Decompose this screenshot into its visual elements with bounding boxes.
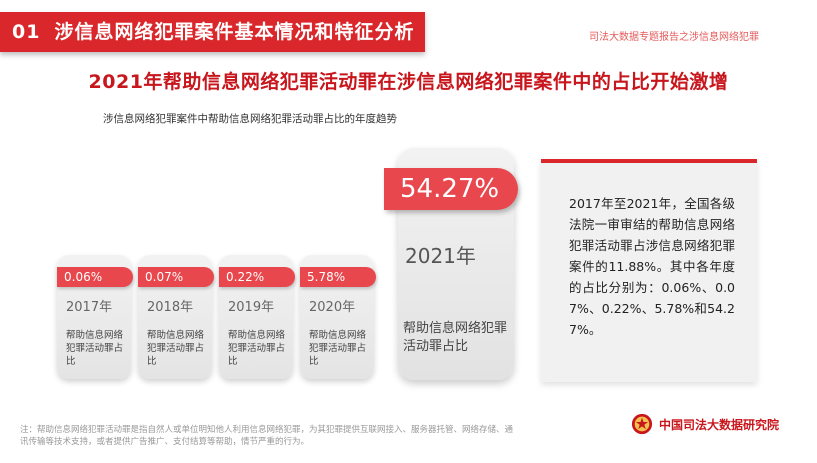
percent-pill: 0.22% bbox=[219, 267, 295, 287]
percent-pill: 5.78% bbox=[300, 267, 376, 287]
card-description: 帮助信息网络犯罪活动罪占比 bbox=[66, 330, 124, 367]
footnote: 注：帮助信息网络犯罪活动罪是指自然人或单位明知他人利用信息网络犯罪，为其犯罪提供… bbox=[20, 425, 514, 447]
card-year: 2019年 bbox=[228, 300, 275, 315]
year-card-2020: 5.78% 2020年 帮助信息网络犯罪活动罪占比 bbox=[300, 255, 376, 379]
year-card-2017: 0.06% 2017年 帮助信息网络犯罪活动罪占比 bbox=[57, 255, 133, 379]
year-card-2018: 0.07% 2018年 帮助信息网络犯罪活动罪占比 bbox=[138, 255, 214, 379]
card-description: 帮助信息网络犯罪活动罪占比 bbox=[228, 330, 286, 367]
percent-pill: 0.07% bbox=[138, 267, 214, 287]
court-emblem-icon bbox=[631, 413, 653, 435]
card-year: 2017年 bbox=[66, 300, 113, 315]
card-year: 2021年 bbox=[405, 244, 476, 268]
percent-pill: 54.27% bbox=[384, 168, 518, 210]
footer-brand: 中国司法大数据研究院 bbox=[631, 413, 779, 435]
footer-brand-label: 中国司法大数据研究院 bbox=[659, 417, 780, 432]
report-series-label: 司法大数据专题报告之涉信息网络犯罪 bbox=[589, 32, 759, 43]
chart-subtitle: 涉信息网络犯罪案件中帮助信息网络犯罪活动罪占比的年度趋势 bbox=[103, 113, 397, 125]
card-description: 帮助信息网络犯罪活动罪占比 bbox=[309, 330, 367, 367]
summary-box: 2017年至2021年，全国各级法院一审审结的帮助信息网络犯罪活动罪占涉信息网络… bbox=[541, 159, 757, 382]
section-number: 01 bbox=[12, 21, 41, 43]
card-year: 2020年 bbox=[309, 300, 356, 315]
card-description: 帮助信息网络犯罪活动罪占比 bbox=[403, 321, 508, 354]
year-card-2019: 0.22% 2019年 帮助信息网络犯罪活动罪占比 bbox=[219, 255, 295, 379]
card-description: 帮助信息网络犯罪活动罪占比 bbox=[147, 330, 205, 367]
section-title: 涉信息网络犯罪案件基本情况和特征分析 bbox=[54, 21, 415, 43]
section-tab: 01 涉信息网络犯罪案件基本情况和特征分析 bbox=[0, 12, 425, 52]
percent-pill: 0.06% bbox=[57, 267, 133, 287]
page-headline: 2021年帮助信息网络犯罪活动罪在涉信息网络犯罪案件中的占比开始激增 bbox=[88, 71, 729, 93]
card-year: 2018年 bbox=[147, 300, 194, 315]
summary-text: 2017年至2021年，全国各级法院一审审结的帮助信息网络犯罪活动罪占涉信息网络… bbox=[569, 196, 735, 337]
year-card-2021: 54.27% 2021年 帮助信息网络犯罪活动罪占比 bbox=[384, 148, 518, 380]
